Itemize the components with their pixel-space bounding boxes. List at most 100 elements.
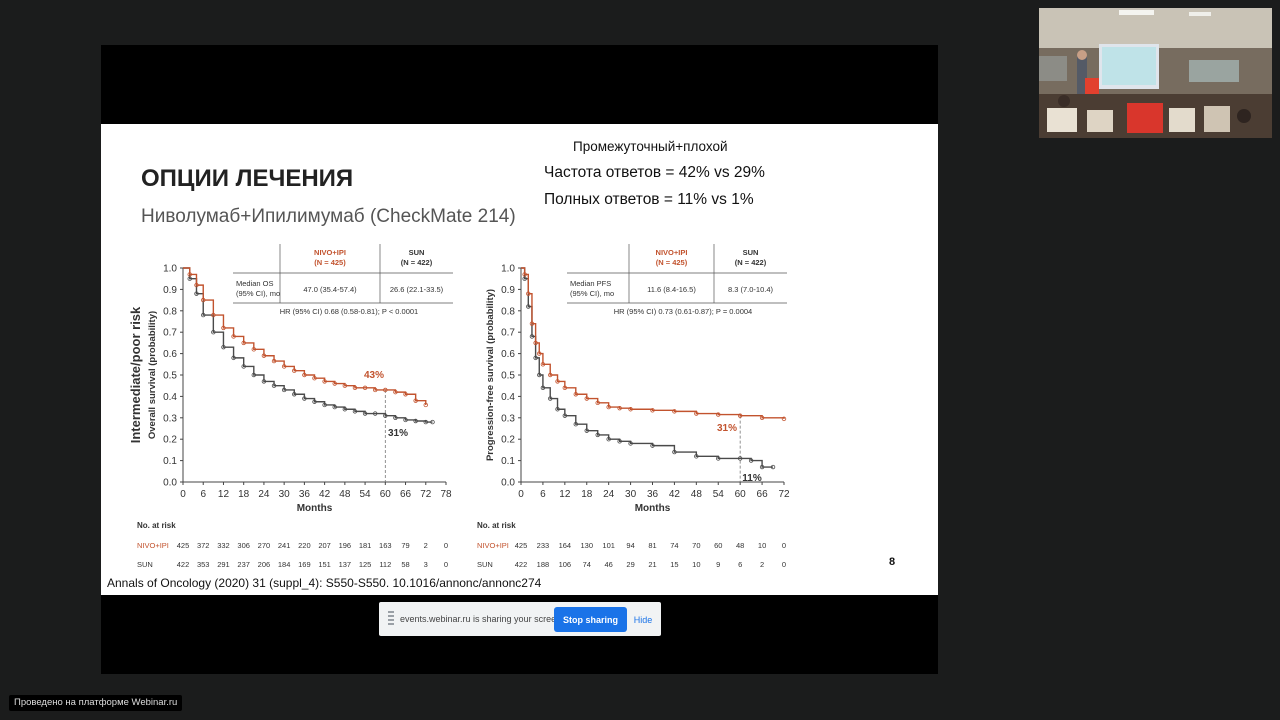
y-tick-label: 0.6 — [163, 349, 177, 360]
x-tick-label: 0 — [518, 489, 524, 500]
nivo-ipi-censor-mark — [332, 381, 337, 386]
sun-median-value: 26.6 (22.1-33.5) — [390, 285, 444, 294]
risk-count: 196 — [339, 541, 352, 550]
risk-count: 79 — [401, 541, 409, 550]
y-tick-label: 0.1 — [501, 456, 515, 467]
y-tick-label: 0.9 — [501, 285, 515, 296]
sun-censor-mark — [584, 428, 589, 433]
complete-response-label: Полных ответов = 11% vs 1% — [544, 191, 754, 208]
risk-count: 2 — [424, 541, 428, 550]
nivo-ipi-censor-mark — [271, 358, 277, 364]
risk-count: 130 — [580, 541, 593, 550]
sun-column-header: (N = 422) — [401, 258, 433, 267]
slide-subtitle: Ниволумаб+Ипилимумаб (CheckMate 214) — [141, 206, 516, 227]
risk-count: 220 — [298, 541, 311, 550]
sun-column-header: SUN — [743, 248, 759, 257]
nivo-ipi-censor-mark — [526, 291, 531, 296]
risk-count: 184 — [278, 560, 291, 569]
x-tick-label: 6 — [200, 489, 206, 500]
nivo-ipi-median-value: 47.0 (35.4-57.4) — [303, 285, 357, 294]
risk-count: 10 — [692, 560, 700, 569]
risk-count: 101 — [602, 541, 615, 550]
risk-count: 0 — [444, 541, 448, 550]
nivo-ipi-censor-mark — [537, 351, 542, 356]
stop-sharing-button[interactable]: Stop sharing — [554, 607, 627, 632]
sun-censor-mark — [322, 402, 327, 408]
x-tick-label: 42 — [669, 489, 681, 500]
nivo-ipi-censor-mark — [413, 398, 418, 403]
nivo-ipi-censor-mark — [617, 405, 622, 411]
nivo-ipi-censor-mark — [362, 385, 368, 391]
nivo-ipi-censor-mark — [372, 387, 378, 393]
risk-count: 241 — [278, 541, 291, 550]
nivo-ipi-survival-curve — [183, 267, 427, 405]
risk-count: 233 — [537, 541, 550, 550]
y-tick-label: 0.2 — [163, 435, 177, 446]
x-tick-label: 60 — [735, 489, 747, 500]
sun-censor-mark — [251, 372, 257, 378]
y-tick-label: 0.5 — [501, 371, 515, 382]
risk-table-header: No. at risk — [477, 521, 516, 530]
sun-censor-mark — [770, 464, 776, 470]
risk-count: 29 — [626, 560, 634, 569]
sun-censor-mark — [430, 419, 435, 425]
risk-count: 9 — [716, 560, 720, 569]
y-tick-label: 0.9 — [163, 285, 177, 296]
sun-censor-mark — [221, 344, 226, 350]
response-rate-label: Частота ответов = 42% vs 29% — [544, 164, 765, 181]
nivo-ipi-column-header: NIVO+IPI — [656, 248, 688, 257]
risk-count: 207 — [318, 541, 331, 550]
nivo-ipi-censor-mark — [548, 372, 553, 378]
nivo-ipi-censor-mark — [555, 379, 560, 384]
nivo-ipi-censor-mark — [628, 407, 633, 412]
nivo-ipi-censor-mark — [393, 389, 398, 395]
risk-table-header: No. at risk — [137, 521, 176, 530]
nivo-ipi-censor-mark — [423, 402, 428, 408]
x-tick-label: 36 — [647, 489, 659, 500]
risk-count: 10 — [758, 541, 766, 550]
sun-censor-mark — [201, 312, 206, 318]
nivo-ipi-censor-mark — [781, 416, 787, 422]
x-tick-label: 66 — [757, 489, 769, 500]
risk-count: 0 — [782, 541, 786, 550]
y-tick-label: 0.5 — [163, 371, 177, 382]
risk-row-label: NIVO+IPI — [137, 541, 169, 550]
x-tick-label: 60 — [380, 489, 392, 500]
x-tick-label: 36 — [299, 489, 311, 500]
nivo-ipi-censor-mark — [241, 340, 246, 346]
nivo-ipi-censor-mark — [352, 385, 358, 391]
nivo-ipi-censor-mark — [573, 392, 578, 397]
drag-handle-icon[interactable] — [388, 611, 394, 627]
sun-censor-mark — [694, 454, 699, 459]
os-chart: 0.0 0.1 0.2 0.3 0.4 0.5 0.6 0.7 0.8 0.9 1.0 0 6 12 18 2… — [128, 244, 453, 569]
video-feed-image — [1039, 8, 1272, 138]
y-axis-label: Overall survival (probability) — [147, 311, 158, 439]
risk-count: 164 — [559, 541, 572, 550]
x-tick-label: 12 — [559, 489, 571, 500]
sun-censor-mark — [194, 291, 199, 296]
sun-landmark-label: 11% — [742, 473, 762, 484]
nivo-ipi-column-header: (N = 425) — [656, 258, 688, 267]
y-tick-label: 0.8 — [501, 306, 515, 317]
y-tick-label: 0.0 — [501, 478, 515, 489]
risk-count: 74 — [670, 541, 678, 550]
x-axis-label: Months — [297, 503, 333, 514]
hide-button[interactable]: Hide — [630, 607, 656, 632]
sun-censor-mark — [261, 379, 267, 384]
y-tick-label: 0.7 — [501, 328, 515, 339]
platform-label: Проведено на платформе Webinar.ru — [9, 695, 183, 711]
risk-count: 181 — [359, 541, 372, 550]
nivo-ipi-censor-mark — [606, 404, 611, 410]
risk-group-label: Промежуточный+плохой — [573, 139, 728, 154]
sun-censor-mark — [211, 329, 216, 335]
sun-censor-mark — [241, 364, 246, 369]
sun-survival-curve — [521, 267, 774, 468]
y-tick-label: 0.3 — [163, 413, 177, 424]
x-tick-label: 54 — [713, 489, 725, 500]
y-tick-label: 1.0 — [501, 264, 515, 275]
sun-censor-mark — [529, 334, 535, 339]
sun-censor-mark — [352, 409, 358, 414]
sun-censor-mark — [393, 415, 398, 420]
sun-column-header: (N = 422) — [735, 258, 767, 267]
presentation-slide — [101, 124, 938, 595]
